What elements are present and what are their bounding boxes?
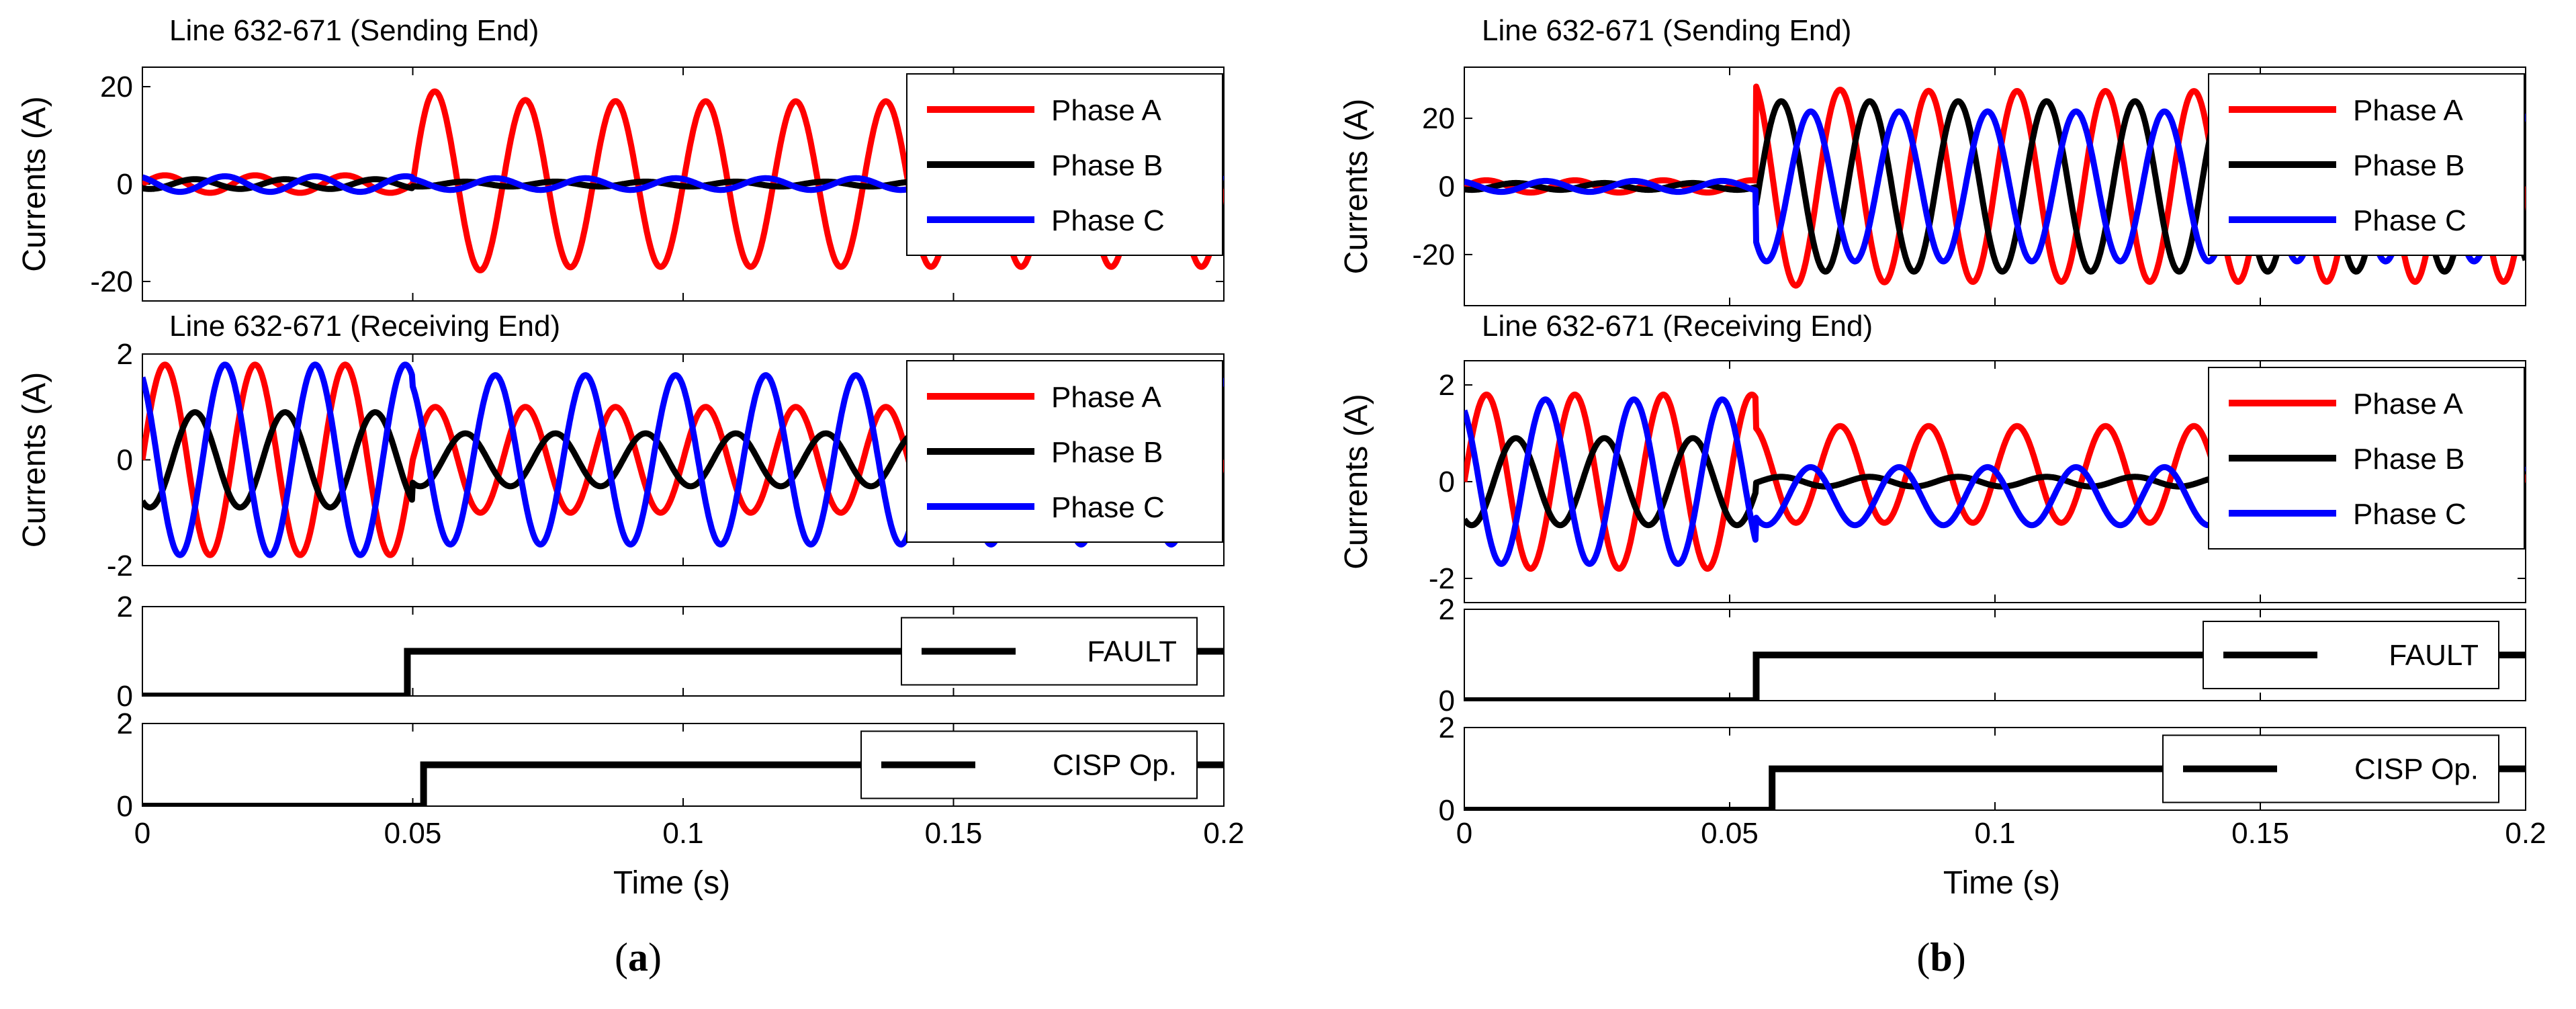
x-tick-label: 0.1 bbox=[662, 817, 703, 850]
current-panel-0: 20 0 -20 Line 632-671 (Sending End) Currents… bbox=[17, 14, 1225, 302]
legend-label: Phase C bbox=[1051, 204, 1165, 237]
legend-label: Phase C bbox=[2353, 498, 2467, 531]
legend: CISP Op. bbox=[860, 730, 1198, 799]
step-line bbox=[1464, 652, 2526, 701]
x-tick-label: 0.05 bbox=[384, 817, 442, 850]
x-tick-label: 0.15 bbox=[2231, 817, 2289, 850]
legend-label: Phase A bbox=[1051, 94, 1162, 127]
current-panel-0: 20 0 -20 Line 632-671 (Sending End) Currents… bbox=[1339, 14, 2526, 306]
panel-title: Line 632-671 (Receiving End) bbox=[1482, 310, 1873, 343]
y-axis-label: Currents (A) bbox=[17, 372, 52, 547]
y-tick-label: 0 bbox=[117, 444, 133, 477]
legend-label: Phase B bbox=[1051, 436, 1163, 469]
x-tick-label: 0.2 bbox=[2505, 817, 2546, 850]
caption-letter: a bbox=[628, 935, 648, 979]
y-axis-label: Currents (A) bbox=[1339, 99, 1374, 274]
legend-label: CISP Op. bbox=[2354, 753, 2479, 786]
step-panel-cisp-op-: 2 0 CISP Op. bbox=[117, 707, 1225, 823]
legend-label: Phase B bbox=[2353, 149, 2464, 182]
caption-close: ) bbox=[648, 935, 662, 979]
y-tick-label: 0 bbox=[1439, 794, 1455, 827]
legend: Phase A Phase B Phase C bbox=[906, 360, 1223, 543]
panel-title: Line 632-671 (Sending End) bbox=[1482, 14, 1851, 47]
y-tick-label: 0 bbox=[1439, 685, 1455, 717]
y-tick-label: -2 bbox=[1429, 562, 1455, 595]
y-tick-label: 0 bbox=[117, 790, 133, 823]
caption-close: ) bbox=[1953, 935, 1966, 979]
legend-label: Phase C bbox=[2353, 204, 2467, 237]
y-axis-label: Currents (A) bbox=[17, 96, 52, 271]
caption-open: ( bbox=[615, 935, 628, 979]
figure-caption: (b) bbox=[1916, 935, 1965, 979]
y-tick-label: 2 bbox=[1439, 369, 1455, 402]
y-tick-label: 2 bbox=[117, 707, 133, 740]
x-axis-label: Time (s) bbox=[1943, 865, 2060, 901]
y-tick-label: 2 bbox=[117, 590, 133, 623]
y-tick-label: 2 bbox=[1439, 711, 1455, 744]
legend: Phase A Phase B Phase C bbox=[2208, 367, 2525, 550]
y-tick-label: 2 bbox=[117, 338, 133, 371]
legend-label: Phase A bbox=[2353, 388, 2464, 421]
x-tick-label: 0.2 bbox=[1203, 817, 1244, 850]
current-panel-1: 2 0 -2 Line 632-671 (Receiving End) Currents… bbox=[17, 310, 1225, 582]
step-line bbox=[142, 648, 1224, 696]
legend: FAULT bbox=[2203, 621, 2499, 689]
legend-label: Phase B bbox=[2353, 443, 2464, 476]
y-tick-label: -20 bbox=[90, 265, 133, 298]
caption-letter: b bbox=[1930, 935, 1952, 979]
x-tick-label: 0.05 bbox=[1701, 817, 1759, 850]
legend: CISP Op. bbox=[2162, 734, 2499, 803]
legend-label: FAULT bbox=[1087, 635, 1177, 668]
legend-label: Phase A bbox=[2353, 94, 2464, 127]
y-tick-label: 20 bbox=[100, 71, 133, 103]
legend: FAULT bbox=[901, 617, 1198, 686]
y-tick-label: 0 bbox=[117, 680, 133, 713]
legend-label: FAULT bbox=[2389, 639, 2479, 672]
x-tick-label: 0.15 bbox=[925, 817, 983, 850]
panel-title: Line 632-671 (Sending End) bbox=[169, 14, 539, 47]
legend-label: Phase C bbox=[1051, 491, 1165, 524]
series-phase-b bbox=[1464, 98, 2526, 275]
y-tick-label: 0 bbox=[1439, 466, 1455, 498]
step-panel-cisp-op-: 2 0 CISP Op. bbox=[1439, 711, 2526, 827]
y-tick-label: -20 bbox=[1412, 238, 1455, 271]
y-tick-label: -2 bbox=[107, 550, 133, 582]
y-tick-label: 20 bbox=[1422, 102, 1455, 135]
y-tick-label: 0 bbox=[1439, 171, 1455, 204]
step-panel-fault: 2 0 FAULT bbox=[117, 590, 1225, 713]
legend: Phase A Phase B Phase C bbox=[906, 73, 1223, 256]
x-tick-label: 0.1 bbox=[1974, 817, 2015, 850]
legend-label: CISP Op. bbox=[1053, 749, 1177, 782]
step-panel-fault: 2 0 FAULT bbox=[1439, 593, 2526, 717]
y-axis-label: Currents (A) bbox=[1339, 394, 1374, 569]
legend: Phase A Phase B Phase C bbox=[2208, 73, 2525, 256]
figure-caption: (a) bbox=[615, 935, 662, 979]
current-panel-1: 2 0 -2 Line 632-671 (Receiving End) Currents… bbox=[1339, 310, 2526, 603]
y-tick-label: 2 bbox=[1439, 593, 1455, 626]
legend-label: Phase B bbox=[1051, 149, 1163, 182]
step-line bbox=[1464, 765, 2526, 810]
step-line bbox=[142, 761, 1224, 806]
legend-label: Phase A bbox=[1051, 381, 1162, 414]
x-tick-label: 0 bbox=[1456, 817, 1472, 850]
x-tick-label: 0 bbox=[134, 817, 150, 850]
y-tick-label: 0 bbox=[117, 168, 133, 201]
panel-title: Line 632-671 (Receiving End) bbox=[169, 310, 560, 343]
x-axis-label: Time (s) bbox=[613, 865, 730, 901]
caption-open: ( bbox=[1916, 935, 1930, 979]
